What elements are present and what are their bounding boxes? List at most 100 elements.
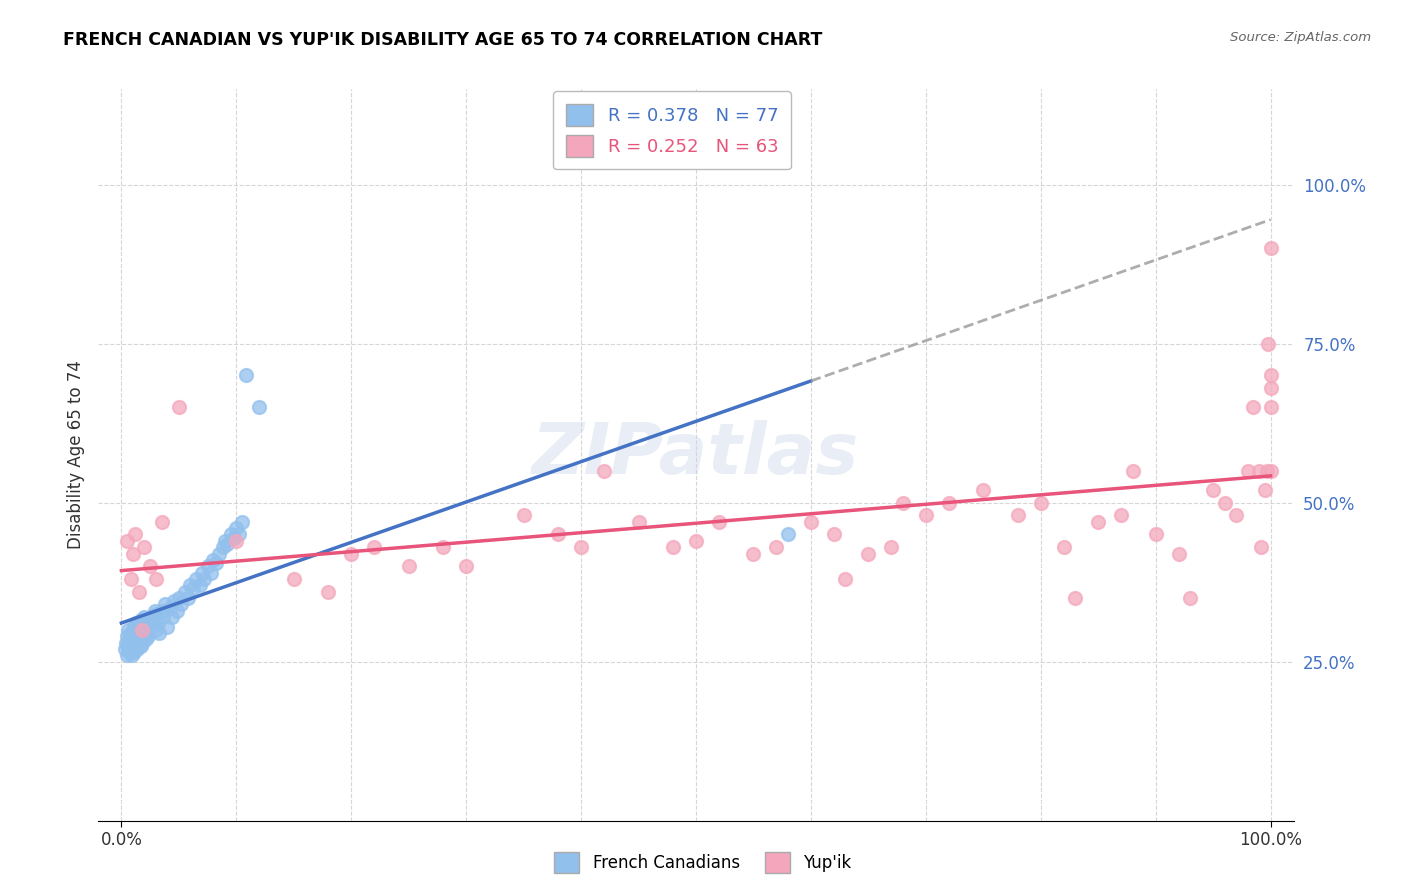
Point (340, 547, 363, 561)
Point (121, 648, 143, 663)
Legend: French Canadians, Yup'ik: French Canadians, Yup'ik (548, 846, 858, 880)
Point (742, 547, 765, 561)
Point (1260, 368, 1282, 383)
Point (1202, 483, 1225, 497)
Point (153, 598, 176, 612)
Point (1260, 464, 1282, 478)
Point (177, 591, 200, 605)
Point (972, 483, 994, 497)
Point (569, 540, 592, 554)
Point (1247, 464, 1270, 478)
Y-axis label: Disability Age 65 to 74: Disability Age 65 to 74 (66, 360, 84, 549)
Point (1260, 381, 1282, 395)
Point (156, 620, 179, 634)
Point (145, 607, 167, 621)
Point (200, 566, 222, 580)
Point (127, 623, 149, 637)
Point (193, 572, 215, 586)
Point (225, 521, 247, 535)
Point (283, 572, 305, 586)
Point (115, 635, 138, 649)
Point (222, 531, 245, 545)
Point (134, 629, 156, 643)
Point (150, 604, 173, 618)
Point (231, 515, 253, 529)
Point (124, 626, 146, 640)
Point (127, 641, 149, 656)
Point (181, 582, 204, 596)
Point (1122, 464, 1144, 478)
Point (685, 533, 707, 548)
Point (823, 527, 845, 541)
Point (166, 604, 188, 618)
Point (184, 572, 207, 586)
Point (115, 533, 138, 548)
Point (121, 635, 143, 649)
Point (197, 559, 219, 574)
Point (117, 639, 139, 653)
Point (219, 527, 242, 541)
Point (120, 641, 142, 656)
Point (204, 556, 226, 570)
Point (363, 540, 385, 554)
Point (150, 515, 173, 529)
Point (118, 645, 141, 659)
Point (124, 527, 146, 541)
Point (1254, 483, 1277, 497)
Point (145, 572, 167, 586)
Point (120, 572, 142, 586)
Point (118, 632, 141, 647)
Point (120, 626, 142, 640)
Point (128, 639, 150, 653)
Point (159, 600, 181, 615)
Point (593, 464, 616, 478)
Point (1241, 401, 1264, 415)
Point (225, 533, 247, 548)
Point (858, 547, 880, 561)
Point (125, 639, 148, 653)
Point (129, 639, 152, 653)
Point (662, 540, 685, 554)
Point (115, 648, 138, 663)
Point (247, 401, 270, 415)
Point (167, 591, 190, 605)
Point (938, 495, 960, 509)
Point (800, 515, 823, 529)
Point (627, 515, 650, 529)
Point (202, 553, 225, 567)
Point (1053, 540, 1076, 554)
Point (1029, 495, 1052, 509)
Point (124, 641, 146, 656)
Point (125, 616, 148, 631)
Point (128, 620, 150, 634)
Point (765, 540, 787, 554)
Point (134, 610, 156, 624)
Point (167, 401, 190, 415)
Point (170, 598, 193, 612)
Point (235, 368, 257, 383)
Point (1225, 508, 1247, 523)
Point (122, 620, 145, 634)
Point (139, 559, 162, 574)
Point (117, 623, 139, 637)
Point (142, 613, 165, 627)
Point (914, 508, 936, 523)
Point (316, 584, 339, 599)
Point (179, 578, 201, 592)
Point (139, 620, 162, 634)
Legend: R = 0.378   N = 77, R = 0.252   N = 63: R = 0.378 N = 77, R = 0.252 N = 63 (554, 91, 790, 169)
Point (160, 610, 183, 624)
Point (891, 495, 914, 509)
Point (1260, 241, 1282, 255)
Point (152, 610, 174, 624)
Point (148, 626, 170, 640)
Point (128, 584, 150, 599)
Point (191, 566, 214, 580)
Point (1256, 464, 1278, 478)
Point (131, 635, 153, 649)
Text: Source: ZipAtlas.com: Source: ZipAtlas.com (1230, 31, 1371, 45)
Point (122, 629, 145, 643)
Point (136, 629, 159, 643)
Point (141, 610, 163, 624)
Point (211, 540, 233, 554)
